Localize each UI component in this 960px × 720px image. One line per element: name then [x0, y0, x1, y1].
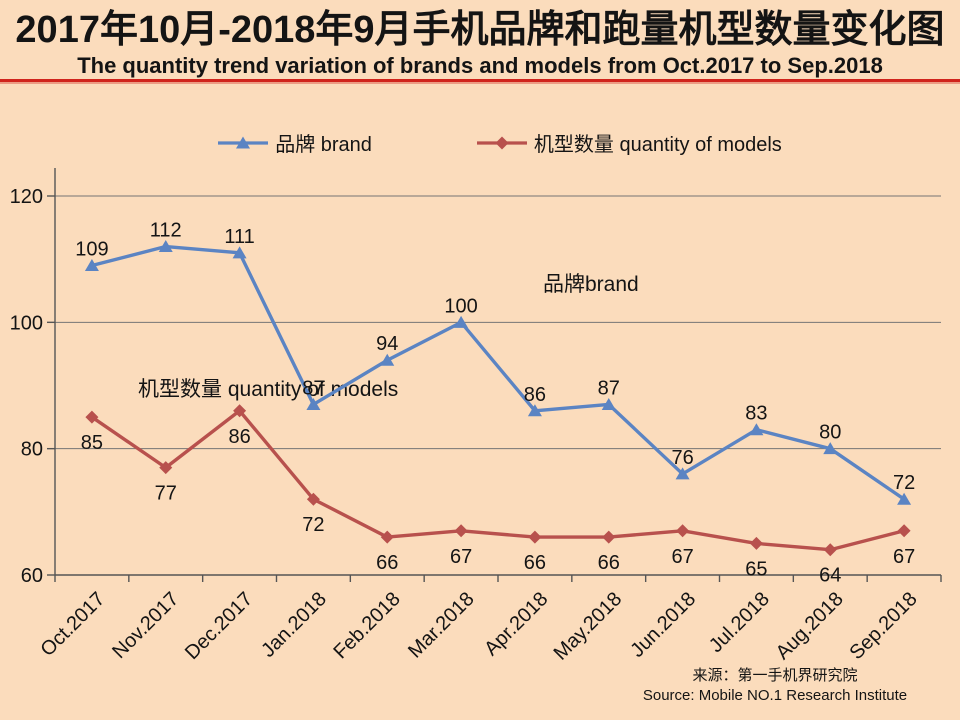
diamond-marker-icon — [602, 530, 616, 544]
data-label: 76 — [671, 447, 693, 469]
triangle-marker-icon — [380, 353, 395, 366]
triangle-marker-icon — [84, 258, 99, 271]
source-note: 来源：第一手机界研究院 Source: Mobile NO.1 Research… — [600, 666, 950, 706]
annotation-1: 机型数量 quantity of models — [138, 378, 398, 401]
x-tick-label: Jan.2018 — [257, 588, 331, 662]
annotation-0: 品牌brand — [543, 273, 639, 296]
data-label: 87 — [302, 377, 324, 399]
data-label: 67 — [450, 546, 472, 568]
series-line — [90, 409, 905, 552]
diamond-marker-icon — [528, 530, 542, 544]
y-tick-label: 80 — [21, 439, 43, 461]
x-tick-label: Feb.2018 — [329, 588, 404, 663]
diamond-marker-icon — [85, 410, 99, 424]
x-tick-label: Sep.2018 — [846, 588, 922, 664]
data-label: 111 — [224, 226, 254, 248]
data-label: 83 — [745, 403, 767, 425]
diamond-marker-icon — [495, 136, 509, 149]
data-label: 77 — [155, 483, 177, 505]
diamond-marker-icon — [476, 135, 527, 151]
diamond-marker-icon — [454, 524, 468, 538]
data-label: 94 — [376, 333, 398, 355]
x-tick-label: Apr.2018 — [480, 588, 552, 660]
chart-title: 2017年10月-2018年9月手机品牌和跑量机型数量变化图 — [15, 9, 945, 51]
chart-legend: 品牌 brand 机型数量 quantity of models — [0, 128, 960, 157]
diamond-marker-icon — [676, 524, 690, 538]
data-label: 100 — [444, 295, 477, 317]
x-tick-label: Oct.2017 — [36, 588, 109, 661]
data-label: 67 — [893, 546, 915, 568]
data-label: 72 — [302, 514, 324, 536]
triangle-marker-icon — [749, 423, 764, 436]
data-label: 66 — [376, 552, 398, 574]
y-tick-label: 120 — [10, 186, 43, 208]
data-label: 85 — [81, 432, 103, 454]
triangle-marker-icon — [601, 397, 616, 410]
diamond-marker-icon — [380, 530, 394, 544]
diamond-marker-icon — [159, 461, 173, 475]
triangle-marker-icon — [236, 136, 251, 148]
triangle-marker-icon — [675, 467, 690, 480]
title-separator-line — [0, 79, 960, 82]
series-line — [91, 244, 906, 501]
legend-label-models: 机型数量 quantity of models — [533, 134, 782, 156]
x-tick-label: Jun.2018 — [626, 588, 700, 662]
data-label: 87 — [598, 377, 620, 399]
data-label: 86 — [524, 384, 546, 406]
triangle-marker-icon — [218, 135, 269, 151]
data-label: 86 — [228, 426, 250, 448]
data-label: 109 — [75, 238, 108, 260]
data-label: 72 — [893, 472, 915, 494]
diamond-marker-icon — [233, 404, 247, 418]
triangle-marker-icon — [527, 404, 542, 417]
x-tick-label: Aug.2018 — [772, 588, 848, 664]
x-tick-label: Nov.2017 — [108, 588, 183, 663]
x-tick-label: May.2018 — [550, 588, 627, 665]
y-tick-label: 60 — [21, 565, 43, 587]
data-label: 80 — [819, 422, 841, 444]
legend-item-models: 机型数量 quantity of models — [476, 128, 782, 157]
data-label: 112 — [150, 220, 182, 242]
triangle-marker-icon — [158, 240, 173, 253]
source-text-en: Source: Mobile NO.1 Research Institute — [642, 687, 908, 704]
diamond-marker-icon — [306, 492, 320, 506]
chart-subtitle: The quantity trend variation of brands a… — [77, 53, 883, 78]
diamond-marker-icon — [823, 543, 837, 557]
triangle-marker-icon — [823, 442, 838, 455]
data-label: 66 — [598, 552, 620, 574]
data-label: 66 — [524, 552, 546, 574]
x-tick-label: Dec.2017 — [181, 588, 257, 664]
triangle-marker-icon — [897, 492, 912, 505]
triangle-marker-icon — [306, 397, 321, 410]
data-label: 64 — [819, 565, 841, 587]
triangle-marker-icon — [232, 246, 247, 259]
diamond-marker-icon — [749, 536, 763, 550]
y-tick-label: 100 — [10, 312, 43, 334]
data-label: 67 — [671, 546, 693, 568]
diamond-marker-icon — [897, 524, 911, 538]
x-tick-label: Jul.2018 — [705, 588, 774, 657]
legend-item-brand: 品牌 brand — [218, 128, 372, 157]
triangle-marker-icon — [454, 315, 469, 328]
source-text-cn: 来源：第一手机界研究院 — [692, 667, 858, 684]
data-label: 65 — [745, 558, 767, 580]
legend-label-brand: 品牌 brand — [275, 134, 372, 156]
x-tick-label: Mar.2018 — [404, 588, 479, 663]
